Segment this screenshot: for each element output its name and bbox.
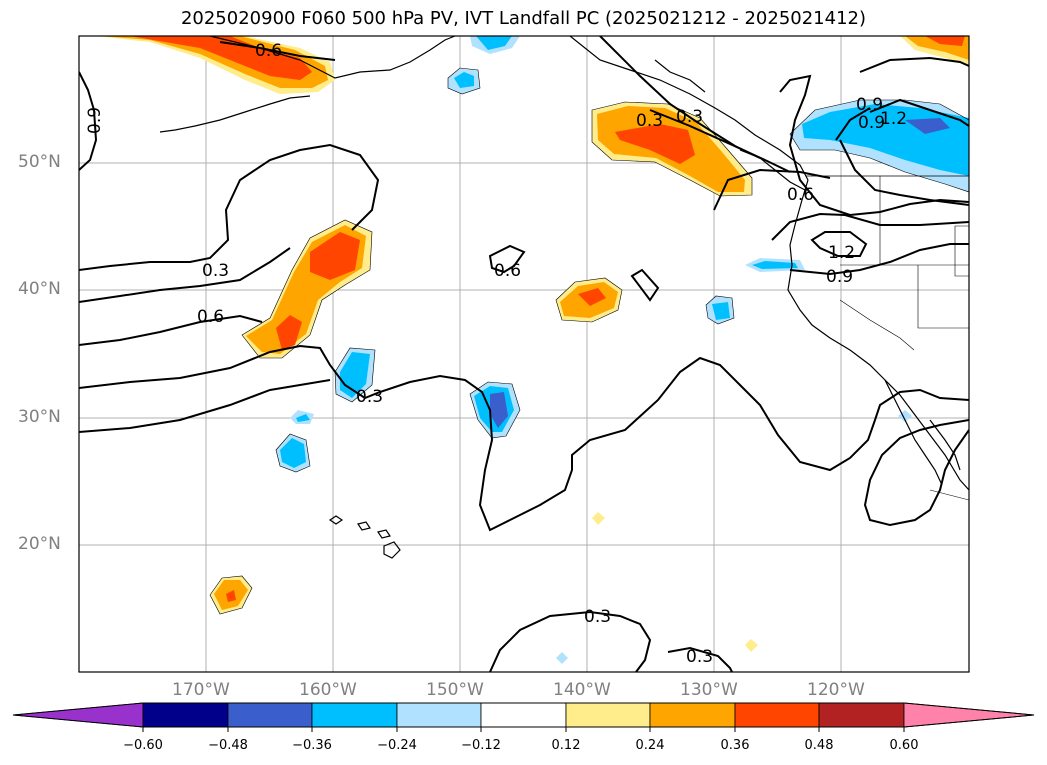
shading-outlines (209, 67, 969, 615)
positive-shading (95, 36, 969, 652)
map-frame (78, 35, 970, 673)
colorbar-tick-label: −0.60 (123, 738, 163, 753)
colorbar-segment (311, 702, 398, 728)
pv-contours (79, 36, 969, 672)
colorbar-tick-label: 0.24 (635, 738, 665, 753)
colorbar-tick-label: −0.48 (208, 738, 248, 753)
lon-label: 150°W (426, 680, 484, 700)
contour-label: 0.3 (686, 647, 713, 667)
contour-labels: 0.6 0.9 0.3 0.6 0.3 0.6 0.3 0.3 0.3 0.6 … (85, 41, 907, 667)
lon-label: 170°W (172, 680, 230, 700)
contour-label: 0.3 (584, 607, 611, 627)
colorbar-segment (227, 702, 313, 728)
lat-label: 20°N (18, 534, 61, 554)
colorbar-over-arrow (903, 702, 1035, 728)
lon-label: 140°W (553, 680, 611, 700)
map-title: 2025020900 F060 500 hPa PV, IVT Landfall… (180, 8, 867, 29)
contour-label: 0.6 (197, 307, 224, 327)
coastlines (159, 36, 969, 559)
contour-label: 0.6 (494, 261, 521, 281)
lat-label: 40°N (18, 279, 61, 299)
lat-label: 30°N (18, 407, 61, 427)
contour-label: 0.9 (856, 95, 883, 115)
contour-label: 0.9 (85, 107, 105, 134)
contour-label: 0.6 (255, 41, 282, 61)
colorbar-segment (734, 702, 820, 728)
colorbar-tick-label: −0.36 (292, 738, 332, 753)
colorbar-under-arrow (12, 702, 144, 728)
contour-label: 0.6 (787, 185, 814, 205)
colorbar-tick-label: 0.48 (804, 738, 834, 753)
lat-label: 50°N (18, 152, 61, 172)
contour-label: 0.3 (676, 107, 703, 127)
colorbar-segment (565, 702, 651, 728)
contour-label: 1.2 (880, 109, 907, 129)
colorbar-segment (649, 702, 736, 728)
colorbar-segment (818, 702, 905, 728)
colorbar-segment (480, 702, 567, 728)
contour-label: 0.9 (858, 113, 885, 133)
colorbar (12, 702, 1035, 732)
negative-shading (276, 36, 969, 664)
colorbar-segment (396, 702, 482, 728)
colorbar-tick-label: −0.24 (377, 738, 417, 753)
contour-label: 0.9 (826, 267, 853, 287)
colorbar-tick-label: 0.36 (720, 738, 750, 753)
contour-label: 0.3 (636, 111, 663, 131)
colorbar-tick-label: 0.60 (889, 738, 919, 753)
colorbar-ticks (142, 727, 905, 732)
lon-label: 130°W (680, 680, 738, 700)
contour-label: 0.3 (356, 387, 383, 407)
contour-label: 0.3 (202, 261, 229, 281)
lon-label: 120°W (807, 680, 865, 700)
colorbar-tick-label: −0.12 (461, 738, 501, 753)
lon-label: 160°W (299, 680, 357, 700)
colorbar-segment (142, 702, 229, 728)
contour-label: 1.2 (828, 243, 855, 263)
colorbar-tick-label: 0.12 (551, 738, 581, 753)
